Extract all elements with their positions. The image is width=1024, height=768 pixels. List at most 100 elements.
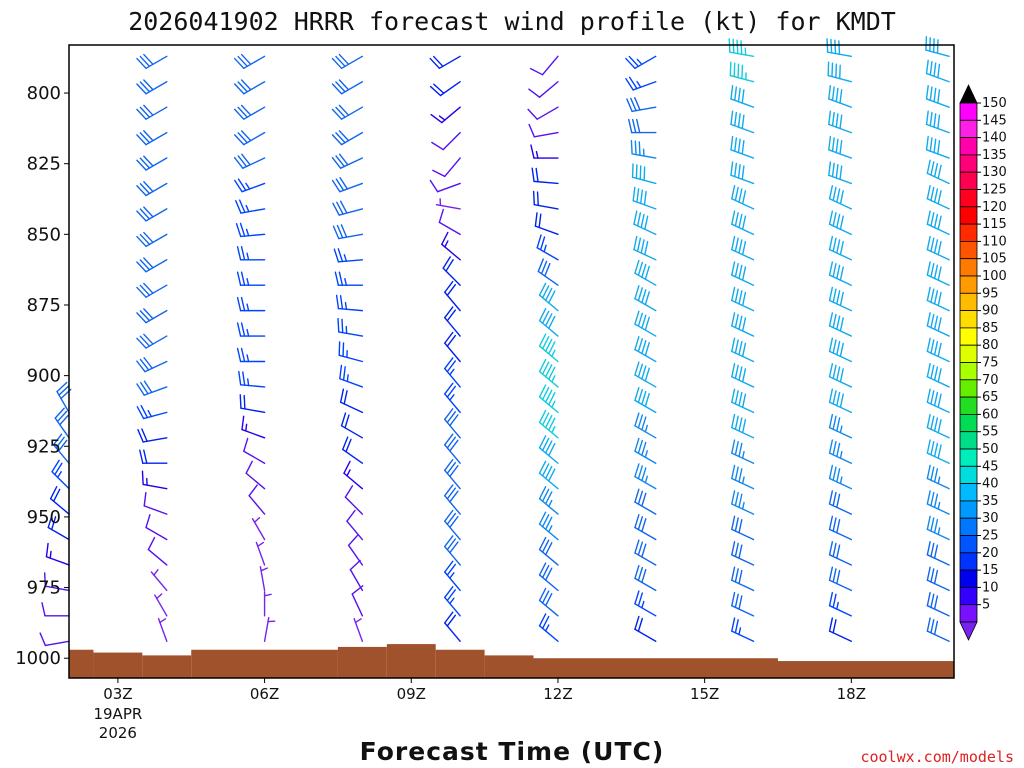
wind-barb bbox=[339, 364, 364, 388]
wind-barb bbox=[432, 157, 461, 178]
wind-barb bbox=[925, 110, 950, 134]
wind-barb bbox=[828, 363, 853, 388]
wind-barb bbox=[441, 231, 461, 261]
wind-barb bbox=[145, 514, 168, 541]
colorbar-tick-label: 130 bbox=[982, 165, 1007, 180]
colorbar-cell bbox=[959, 310, 978, 329]
wind-barb bbox=[925, 135, 950, 159]
wind-barb bbox=[233, 130, 266, 146]
wind-barb bbox=[136, 282, 168, 298]
wind-barb bbox=[531, 167, 559, 185]
wind-barb bbox=[444, 586, 461, 617]
wind-barb bbox=[926, 464, 950, 490]
wind-barb bbox=[828, 185, 853, 210]
wind-barb bbox=[137, 428, 168, 443]
wind-barb bbox=[634, 412, 657, 439]
wind-barb bbox=[233, 53, 266, 70]
wind-barb bbox=[828, 515, 853, 541]
wind-barb bbox=[333, 248, 364, 263]
wind-barb bbox=[532, 190, 559, 210]
wind-barb bbox=[634, 488, 657, 515]
wind-barb bbox=[634, 539, 657, 566]
colorbar-cell bbox=[959, 569, 978, 588]
wind-barb bbox=[538, 562, 559, 592]
wind-barb bbox=[828, 464, 853, 490]
y-tick-label: 950 bbox=[27, 507, 61, 528]
colorbar-tick-label: 45 bbox=[982, 459, 999, 474]
wind-barb bbox=[435, 198, 461, 210]
wind-barb bbox=[731, 566, 755, 592]
wind-barb bbox=[828, 337, 853, 363]
colorbar-tick-label: 65 bbox=[982, 390, 999, 405]
colorbar-cell bbox=[959, 396, 978, 415]
colorbar-cell bbox=[959, 465, 978, 484]
wind-barb bbox=[331, 53, 364, 70]
wind-barb bbox=[346, 509, 364, 541]
wind-barb bbox=[625, 55, 657, 70]
wind-barb bbox=[332, 224, 364, 240]
credit-link[interactable]: coolwx.com/models bbox=[860, 748, 1014, 766]
wind-barb bbox=[444, 306, 461, 337]
colorbar-cell bbox=[959, 258, 978, 277]
wind-barb bbox=[731, 388, 755, 414]
colorbar-tick-label: 15 bbox=[982, 563, 999, 578]
wind-barb bbox=[827, 61, 853, 83]
wind-barb bbox=[263, 591, 272, 617]
wind-barb bbox=[338, 341, 364, 363]
wind-barb bbox=[49, 486, 70, 515]
colorbar-cell bbox=[959, 604, 978, 623]
wind-barb bbox=[634, 590, 657, 617]
colorbar-cell bbox=[959, 223, 978, 242]
wind-barb bbox=[136, 155, 168, 171]
wind-barb bbox=[236, 296, 266, 312]
colorbar-cell bbox=[959, 431, 978, 450]
wind-barb bbox=[828, 413, 853, 439]
wind-barb bbox=[731, 439, 755, 464]
wind-barb bbox=[51, 459, 70, 490]
wind-barb bbox=[731, 210, 755, 236]
x-tick-label: 12Z bbox=[543, 685, 572, 703]
colorbar-tick-label: 20 bbox=[982, 546, 999, 561]
wind-barb bbox=[444, 535, 461, 566]
wind-barb bbox=[626, 96, 657, 113]
wind-barb bbox=[828, 388, 853, 414]
wind-barb bbox=[729, 61, 755, 83]
wind-barb bbox=[926, 337, 950, 363]
colorbar-cell bbox=[959, 483, 978, 502]
wind-barb bbox=[634, 615, 657, 642]
wind-barb bbox=[731, 185, 755, 210]
wind-barb bbox=[828, 541, 853, 566]
wind-barb bbox=[136, 380, 168, 396]
wind-barb bbox=[530, 144, 559, 159]
wind-barb bbox=[926, 261, 950, 286]
wind-barb bbox=[136, 79, 168, 95]
terrain-block bbox=[777, 661, 954, 678]
wind-barb bbox=[828, 566, 853, 592]
colorbar-cell bbox=[959, 189, 978, 208]
wind-barb bbox=[634, 564, 657, 592]
wind-barb bbox=[926, 591, 950, 617]
x-tick-date-label: 19APR bbox=[93, 705, 142, 723]
wind-barb bbox=[628, 118, 657, 134]
wind-barb bbox=[828, 591, 853, 617]
wind-barb bbox=[41, 602, 70, 617]
wind-barb bbox=[340, 412, 364, 439]
wind-barb bbox=[351, 585, 364, 617]
wind-barb bbox=[538, 511, 559, 541]
wind-barbs-layer bbox=[39, 36, 950, 647]
colorbar-tick-label: 120 bbox=[982, 200, 1007, 215]
wind-barb bbox=[925, 85, 950, 108]
wind-barb bbox=[335, 294, 364, 312]
chart-title: 2026041902 HRRR forecast wind profile (k… bbox=[128, 7, 896, 36]
wind-barb bbox=[731, 261, 755, 286]
colorbar-tick-label: 25 bbox=[982, 529, 999, 544]
terrain-block bbox=[435, 649, 485, 678]
wind-barb bbox=[731, 591, 755, 617]
colorbar-tick-label: 50 bbox=[982, 442, 999, 457]
y-tick-label: 800 bbox=[27, 83, 61, 104]
wind-barb bbox=[331, 153, 364, 169]
wind-barb bbox=[632, 186, 657, 210]
colorbar-tick-label: 55 bbox=[982, 425, 999, 440]
wind-barb bbox=[634, 437, 657, 464]
